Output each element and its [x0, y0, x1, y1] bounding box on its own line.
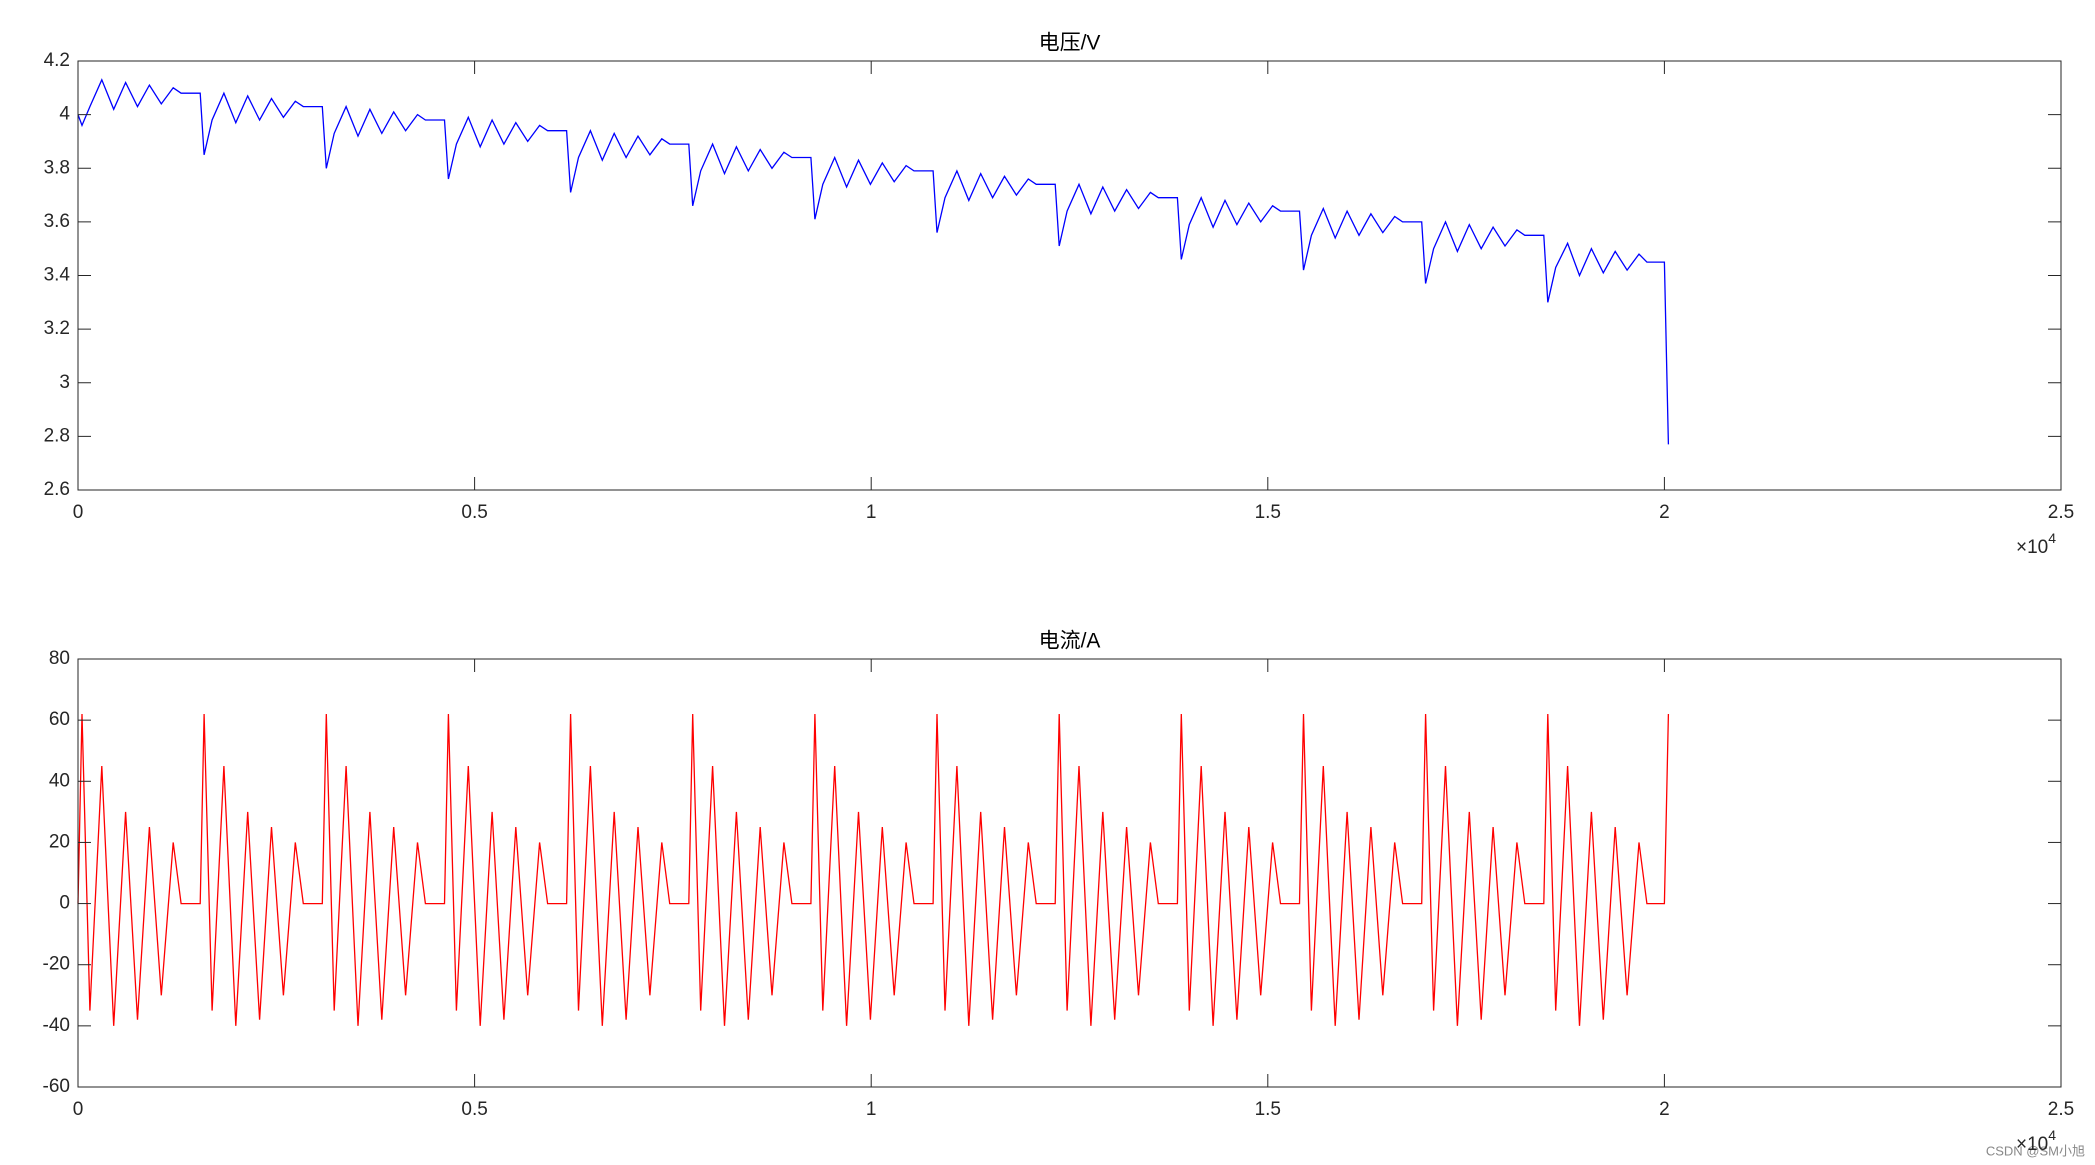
- x-multiplier-exponent: 4: [2048, 1127, 2056, 1143]
- x-tick-label: 0.5: [461, 1099, 487, 1120]
- x-tick-label: 2: [1659, 502, 1670, 523]
- y-tick-label: 0: [59, 893, 70, 914]
- x-multiplier: ×104: [2016, 1127, 2056, 1155]
- y-tick-label: 3.8: [44, 157, 70, 178]
- y-tick-label: 4.2: [44, 50, 70, 71]
- x-multiplier-exponent: 4: [2048, 530, 2056, 546]
- x-multiplier-base: ×10: [2016, 1134, 2048, 1155]
- chart-title: 电压/V: [1039, 32, 1101, 55]
- x-multiplier-base: ×10: [2016, 537, 2048, 558]
- x-tick-label: 0: [73, 1099, 84, 1120]
- data-line: [77, 78, 1670, 445]
- chart-title: 电流/A: [1039, 630, 1101, 653]
- x-tick-label: 1.5: [1255, 502, 1281, 523]
- x-tick-label: 0.5: [461, 502, 487, 523]
- y-tick-label: -20: [43, 954, 70, 975]
- y-tick-label: 40: [49, 770, 70, 791]
- watermark: CSDN @SM小旭: [1986, 1143, 2085, 1158]
- x-tick-label: 1: [866, 1099, 877, 1120]
- y-tick-label: 3.4: [44, 265, 71, 286]
- x-tick-label: 1: [866, 502, 877, 523]
- x-multiplier: ×104: [2016, 530, 2056, 558]
- y-tick-label: 3.6: [44, 211, 70, 232]
- x-tick-label: 2: [1659, 1099, 1670, 1120]
- y-tick-label: 3: [59, 372, 70, 393]
- x-tick-label: 1.5: [1255, 1099, 1281, 1120]
- plot-area: [78, 659, 2061, 1087]
- y-tick-label: -60: [43, 1076, 70, 1097]
- axes-box: [77, 658, 2062, 1088]
- x-tick-label: 2.5: [2048, 502, 2074, 523]
- y-tick-label: 2.8: [44, 425, 70, 446]
- y-tick-label: -40: [43, 1015, 70, 1036]
- y-tick-label: 2.6: [44, 479, 70, 500]
- y-tick-label: 60: [49, 709, 70, 730]
- y-tick-label: 80: [49, 648, 70, 669]
- x-tick-label: 2.5: [2048, 1099, 2074, 1120]
- y-tick-label: 3.2: [44, 318, 70, 339]
- x-tick-label: 0: [73, 502, 84, 523]
- y-tick-label: 20: [49, 831, 70, 852]
- y-tick-label: 4: [59, 104, 70, 125]
- plot-area: [78, 61, 2061, 490]
- data-line: [77, 713, 1670, 1026]
